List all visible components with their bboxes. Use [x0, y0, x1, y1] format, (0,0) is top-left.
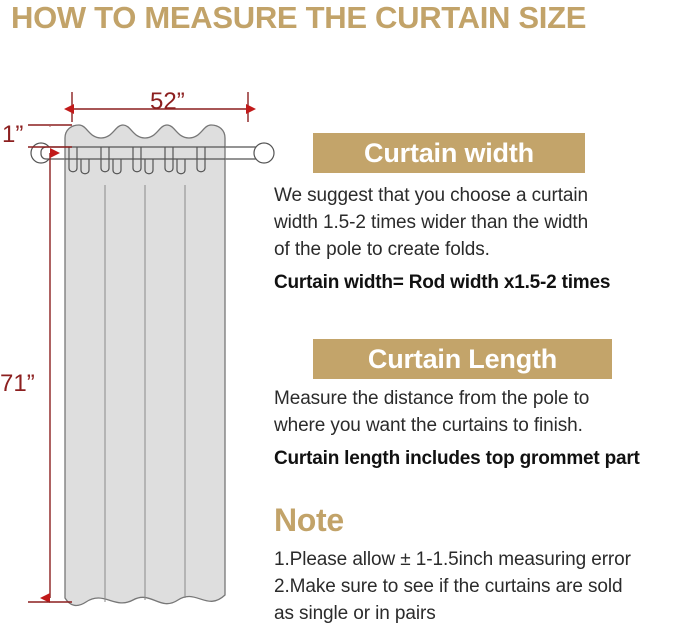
- curtain-length-heading: Curtain Length: [313, 339, 612, 379]
- note-line: 2.Make sure to see if the curtains are s…: [274, 576, 623, 597]
- curtain-length-formula: Curtain length includes top grommet part: [274, 448, 640, 469]
- curtain-length-description-line: Measure the distance from the pole to: [274, 388, 590, 409]
- curtain-length-description-line: where you want the curtains to finish.: [274, 415, 583, 436]
- length-dimension-label: 71”: [0, 370, 35, 397]
- page-title: HOW TO MEASURE THE CURTAIN SIZE: [11, 0, 587, 35]
- note-title: Note: [274, 502, 344, 538]
- curtain-width-description-line: We suggest that you choose a curtain: [274, 185, 588, 206]
- curtain-length-description: Measure the distance from the pole to wh…: [274, 385, 589, 439]
- curtain-width-description-line: width 1.5-2 times wider than the width: [274, 212, 589, 233]
- curtain-diagram: [0, 60, 300, 628]
- grommet-drop-dimension: [28, 124, 72, 148]
- width-dimension: [64, 92, 256, 122]
- curtain-width-formula: Curtain width= Rod width x1.5-2 times: [274, 272, 611, 293]
- note-line: 1.Please allow ± 1-1.5inch measuring err…: [274, 549, 631, 570]
- note-line: as single or in pairs: [274, 603, 436, 624]
- curtain-width-description: We suggest that you choose a curtain wid…: [274, 182, 588, 263]
- grommet-inner-arches: [80, 159, 186, 175]
- curtain-width-description-line: of the pole to create folds.: [274, 239, 490, 260]
- grommet-drop-label: 1”: [2, 121, 24, 148]
- length-dimension: [28, 148, 72, 603]
- curtain-width-heading: Curtain width: [313, 133, 585, 173]
- width-dimension-label: 52”: [150, 88, 185, 115]
- note-body: 1.Please allow ± 1-1.5inch measuring err…: [274, 546, 631, 627]
- curtain-fold-lines: [104, 185, 186, 602]
